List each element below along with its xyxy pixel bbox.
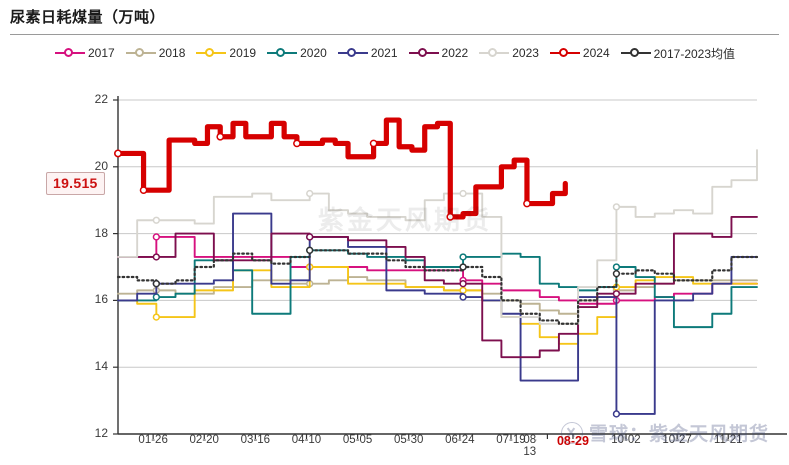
series-point [306,189,314,198]
x-axis-tick-label: 11-21 [713,434,743,446]
legend-item-2017[interactable]: 2017 [55,46,115,60]
x-axis-tick-label: 10-02 [611,434,641,446]
x-axis-tick-label: 05-30 [394,434,424,446]
series-point [306,246,314,254]
legend-label: 2017-2023均值 [653,46,736,61]
x-axis-tick-label: 07-19 [496,434,526,446]
series-point [459,293,467,301]
series-point [612,203,621,211]
series-point [152,313,160,321]
series-line [117,149,758,325]
legend-marker-icon [408,46,439,60]
series-point [459,253,467,261]
x-axis-tick-label: 06-24 [445,434,475,446]
series-line [117,266,758,345]
series-point [369,139,378,148]
series-point [139,186,148,195]
y-axis-tick-label: 18 [94,225,108,240]
legend-item-2020[interactable]: 2020 [267,46,327,60]
page-title: 尿素日耗煤量（万吨） [10,9,166,26]
y-axis-tick-label: 20 [94,158,108,173]
legend-label: 2018 [158,46,186,60]
series-point [216,132,225,141]
series-point [612,270,621,278]
series-point [523,199,531,208]
chart-legend: 2017 2018 2019 2020 2021 2022 2023 2024 2017-202… [55,43,746,63]
series-point [459,263,467,271]
x-axis-tick-label: 04-10 [291,434,322,446]
legend-label: 2022 [441,46,469,60]
x-axis-tick-label: 01-26 [138,434,168,446]
x-axis-tick-label: 05-05 [342,434,373,446]
header-divider [10,34,779,35]
series-2023 [117,149,758,325]
legend-marker-icon [620,46,651,60]
series-point [459,189,467,198]
plot-svg [113,96,787,439]
legend-label: 2024 [582,46,610,60]
legend-marker-icon [55,46,85,60]
series-point [612,263,621,271]
y-axis-tick-label: 16 [94,292,108,307]
series-point [446,213,455,221]
x-axis-tick-label: 10-27 [662,434,692,446]
current-value-tag: 19.515 [46,171,105,195]
series-point [152,216,160,224]
series-2017-2023均值 [116,246,759,325]
legend-label: 2023 [512,46,539,60]
legend-marker-icon [267,46,298,60]
legend-marker-icon [125,46,156,60]
series-point [612,410,621,418]
legend-item-2019[interactable]: 2019 [196,46,256,60]
series-2022 [117,215,758,359]
legend-item-2024[interactable]: 2024 [549,46,610,60]
legend-label: 2020 [300,46,327,60]
series-point [152,293,160,301]
y-axis-tick-label: 14 [94,359,108,374]
legend-label: 2021 [370,46,398,60]
legend-item-2022[interactable]: 2022 [408,46,469,60]
x-axis-tick-label: 08-29 [556,434,589,448]
series-2024 [115,117,568,221]
y-axis-tick-label: 22 [94,92,108,106]
legend-item-2021[interactable]: 2021 [337,46,398,60]
series-line [117,212,758,415]
legend-label: 2017 [88,46,115,60]
legend-item-2017-2023均值[interactable]: 2017-2023均值 [620,45,736,62]
series-point [612,290,621,298]
legend-label: 2019 [229,46,257,60]
series-line [115,117,568,220]
legend-marker-icon [337,46,368,60]
annotation-point [114,149,123,158]
series-line [116,249,759,325]
series-point [306,233,314,241]
legend-marker-icon [549,46,580,60]
series-point [152,233,160,241]
series-line [117,215,758,359]
series-point [152,280,160,288]
plot-area: 12 14 16 18 20 22 01-26 02-20 03-16 04-10 05-05 05… [0,78,789,460]
x-axis-tick-label: 02-20 [189,434,219,446]
x-axis-tick-label: 08-13 [523,434,537,458]
series-point [459,280,467,288]
x-axis-tick-label: 03-16 [240,434,271,446]
series-point [152,253,160,261]
series-point [293,139,301,148]
legend-marker-icon [196,46,227,60]
series-2019 [117,263,758,345]
legend-item-2023[interactable]: 2023 [479,46,539,60]
legend-marker-icon [479,46,510,60]
series-point [459,286,467,295]
y-axis-tick-label: 12 [94,426,108,440]
legend-item-2018[interactable]: 2018 [125,46,186,60]
